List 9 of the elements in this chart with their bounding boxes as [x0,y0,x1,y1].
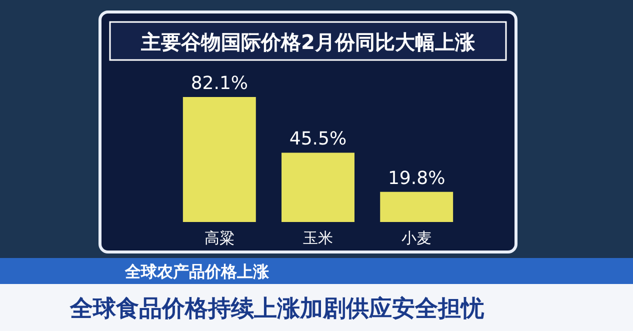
text: 全球食品价格持续上涨加剧供应安全担忧 [69,295,485,322]
chart-title: 主要谷物国际价格2月份同比大幅上涨 [140,30,476,54]
data-label: 82.1% [190,73,248,94]
data-label: 45.5% [289,128,347,150]
x-tick-label: 高粱 [204,229,234,247]
text: 全球农产品价格上涨 [124,262,270,281]
x-tick-label: 玉米 [303,229,333,247]
data-label: 19.8% [388,168,446,189]
x-tick-label: 小麦 [402,229,432,247]
